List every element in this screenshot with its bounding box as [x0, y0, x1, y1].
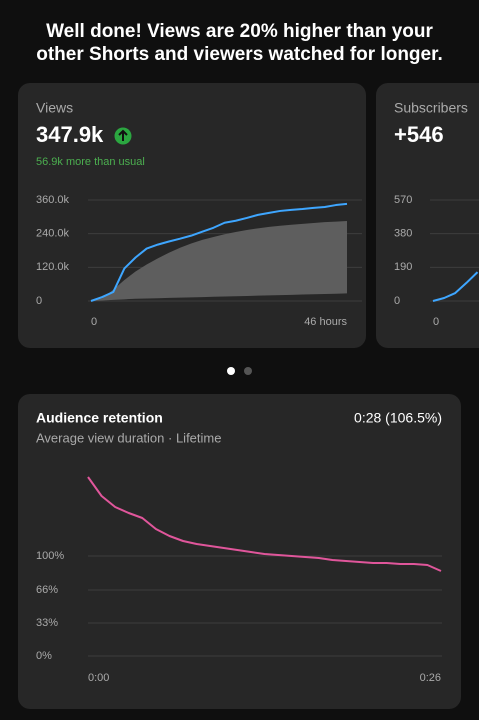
card-subtitle: Average view duration · Lifetime: [36, 430, 221, 445]
card-value: +546: [394, 122, 444, 147]
card-value: 347.9k: [36, 122, 104, 147]
x-tick-label: 0:00: [88, 672, 109, 684]
up-icon: [114, 127, 132, 145]
y-tick-label: 0: [36, 295, 42, 307]
headline: Well done! Views are 20% higher than you…: [46, 21, 433, 42]
y-tick-label: 360.0k: [36, 194, 70, 206]
card-title: Audience retention: [36, 410, 163, 426]
y-tick-label: 190: [394, 261, 412, 273]
y-tick-label: 120.0k: [36, 261, 70, 273]
page-dot[interactable]: [244, 367, 252, 375]
y-tick-label: 570: [394, 194, 412, 206]
x-tick-label: 46 hours: [304, 316, 347, 328]
y-tick-label: 33%: [36, 617, 58, 629]
card-label: Views: [36, 100, 73, 116]
data-line: [432, 271, 479, 302]
y-tick-label: 100%: [36, 550, 64, 562]
y-tick-label: 380: [394, 228, 412, 240]
card-value: 0:28 (106.5%): [354, 410, 442, 426]
card-label: Subscribers: [394, 100, 468, 116]
card-delta: 56.9k more than usual: [36, 156, 145, 168]
y-tick-label: 0%: [36, 650, 52, 662]
headline: other Shorts and viewers watched for lon…: [36, 44, 442, 65]
y-tick-label: 0: [394, 295, 400, 307]
x-tick-label: 0:26: [420, 672, 441, 684]
typical-range: [91, 221, 347, 301]
y-tick-label: 66%: [36, 584, 58, 596]
data-line: [87, 476, 442, 572]
page-dot[interactable]: [227, 367, 235, 375]
x-tick-label: 0: [91, 316, 97, 328]
subscribers-card[interactable]: [376, 83, 479, 348]
x-tick-label: 0: [433, 316, 439, 328]
y-tick-label: 240.0k: [36, 228, 70, 240]
retention-card[interactable]: [18, 394, 461, 709]
data-line: [90, 202, 348, 302]
